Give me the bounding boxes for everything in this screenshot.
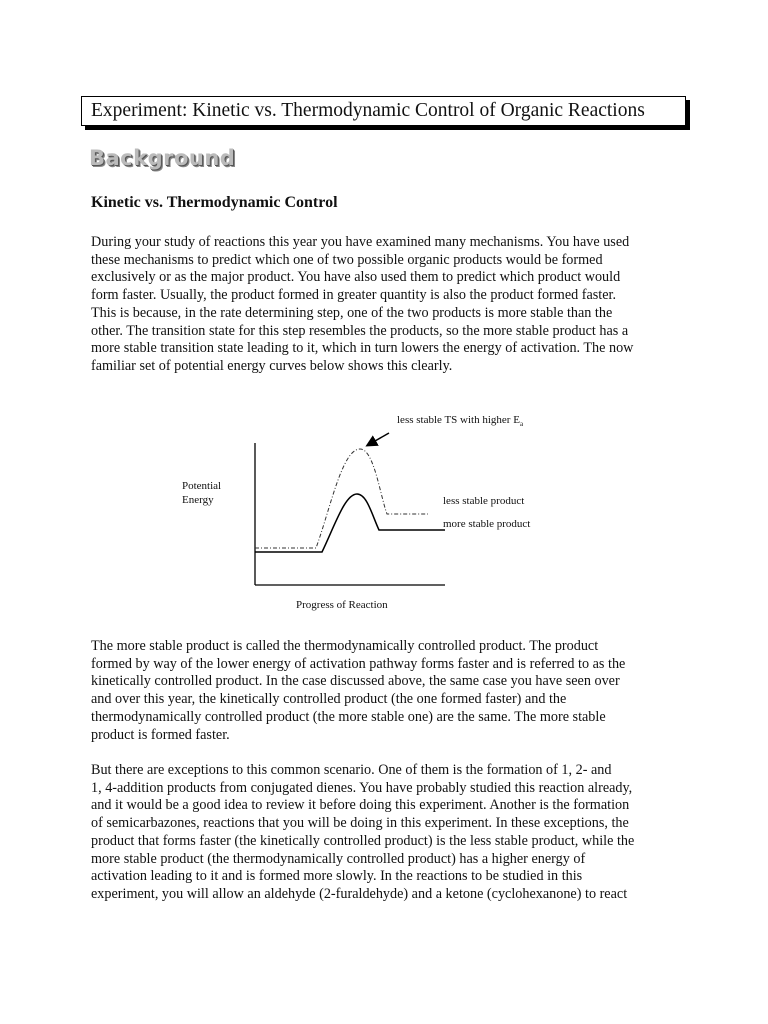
section-heading: Kinetic vs. Thermodynamic Control [91, 194, 338, 211]
paragraph-line: activation leading to it and is formed m… [91, 868, 583, 885]
paragraph-2: The more stable product is called the th… [91, 638, 711, 744]
paragraph-line: thermodynamically controlled product (th… [91, 708, 606, 725]
less-stable-label: less stable product [443, 495, 525, 507]
more-stable-curve [255, 493, 445, 553]
paragraph-line: kinetically controlled product. In the c… [91, 673, 620, 690]
more-stable-label: more stable product [443, 518, 531, 530]
x-axis-label: Progress of Reaction [296, 599, 388, 611]
less-stable-curve [255, 448, 428, 549]
ts-label-subscript: a [519, 420, 524, 429]
ts-arrow [365, 432, 390, 447]
paragraph-line: more stable transition state leading to … [91, 340, 634, 357]
paragraph-1: During your study of reactions this year… [91, 234, 711, 376]
paragraph-line: other. The transition state for this ste… [91, 322, 629, 339]
paragraph-line: product that forms faster (the kinetical… [91, 832, 635, 849]
ts-label: less stable TS with higher Ea [397, 413, 523, 431]
paragraph-line: familiar set of potential energy curves … [91, 357, 453, 374]
paragraph-line: During your study of reactions this year… [91, 234, 630, 250]
section-banner: Background [89, 146, 236, 170]
paragraph-3: But there are exceptions to this common … [91, 762, 711, 904]
paragraph-line: 1, 4-addition products from conjugated d… [91, 779, 633, 796]
page-title: Experiment: Kinetic vs. Thermodynamic Co… [91, 100, 645, 121]
paragraph-line: these mechanisms to predict which one of… [91, 251, 603, 268]
paragraph-line: formed by way of the lower energy of act… [91, 655, 626, 672]
paragraph-line: The more stable product is called the th… [91, 638, 599, 654]
y-axis-label: Potential Energy [182, 479, 221, 507]
y-axis-label-line-2: Energy [182, 494, 214, 506]
paragraph-line: form faster. Usually, the product formed… [91, 287, 617, 304]
paragraph-line: and it would be a good idea to review it… [91, 797, 630, 814]
paragraph-line: experiment, you will allow an aldehyde (… [91, 885, 628, 902]
paragraph-line: exclusively or as the major product. You… [91, 269, 621, 286]
paragraph-line: and over this year, the kinetically cont… [91, 691, 567, 708]
ts-label-text: less stable TS with higher E [397, 414, 520, 426]
paragraph-line: This is because, in the rate determining… [91, 304, 613, 321]
paragraph-line: But there are exceptions to this common … [91, 762, 612, 778]
paragraph-line: of semicarbazones, reactions that you wi… [91, 815, 629, 832]
paragraph-line: more stable product (the thermodynamical… [91, 850, 586, 867]
paragraph-line: product is formed faster. [91, 726, 230, 743]
title-box: Experiment: Kinetic vs. Thermodynamic Co… [81, 96, 686, 126]
y-axis-label-line-1: Potential [182, 480, 222, 492]
